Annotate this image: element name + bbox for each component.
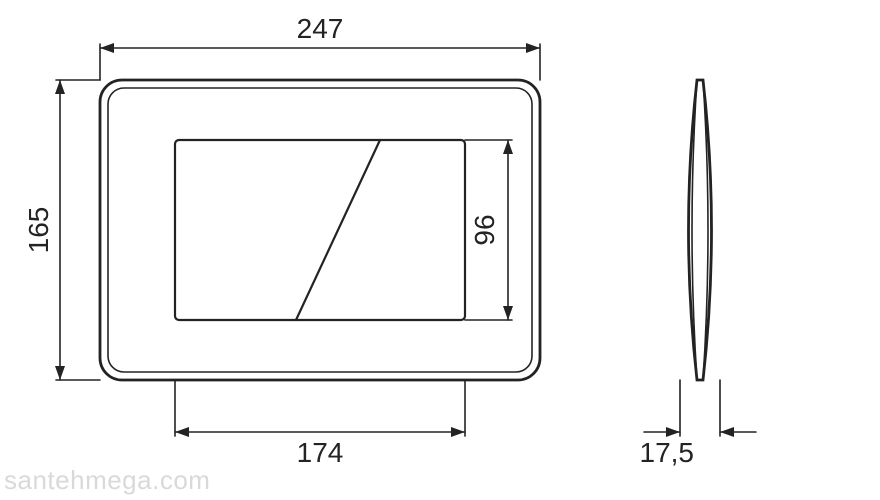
dim-value-depth: 17,5 [640,437,695,468]
front-button-outline [175,140,465,320]
side-profile-inner [692,80,708,380]
watermark-text: santehmega.com [4,465,210,496]
dim-value-width-inner: 174 [297,437,344,468]
front-button-split [296,140,380,320]
dim-value-width-outer: 247 [297,13,344,44]
dim-value-height-outer: 165 [23,207,54,254]
dim-value-height-inner: 96 [469,214,500,245]
